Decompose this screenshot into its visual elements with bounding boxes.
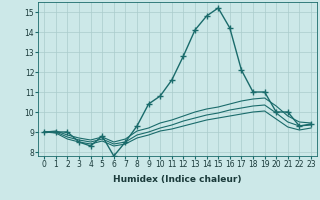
X-axis label: Humidex (Indice chaleur): Humidex (Indice chaleur) (113, 175, 242, 184)
